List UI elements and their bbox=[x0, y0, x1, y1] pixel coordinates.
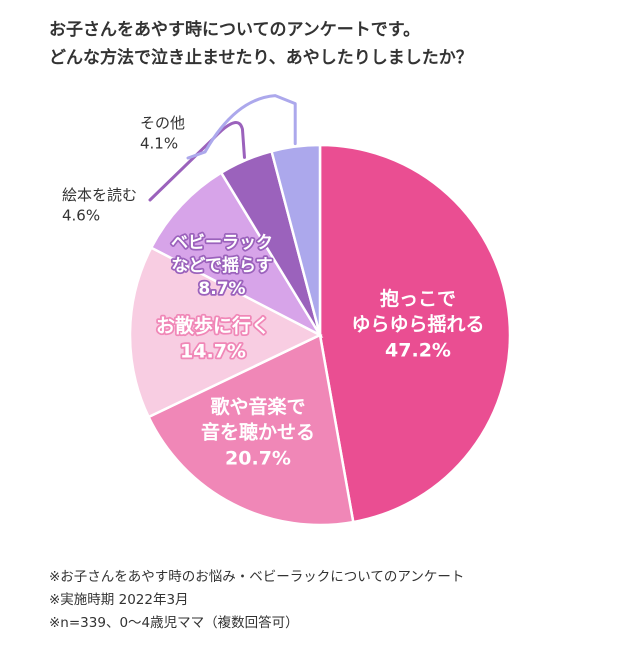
slice-3-name-label: お散歩に行く bbox=[156, 314, 270, 337]
slice-2-value-label: 20.7% bbox=[225, 447, 291, 469]
note-line-3: ※n=339、0〜4歳児ママ（複数回答可） bbox=[49, 615, 299, 631]
slice-1-name-label: ゆらゆら揺れる bbox=[351, 313, 484, 336]
slice-6-value-label: 4.1% bbox=[140, 134, 178, 152]
slice-4-name-label: などで揺らす bbox=[171, 256, 272, 276]
pie-slice-3 bbox=[128, 245, 323, 419]
slice-4-name-label: ベビーラック bbox=[171, 233, 273, 253]
slice-2-name-label: 音を聴かせる bbox=[201, 421, 315, 444]
pie-slice-2 bbox=[146, 333, 355, 527]
chart-title: お子さんをあやす時についてのアンケートです。 どんな方法で泣き止ませたり、あやし… bbox=[49, 16, 629, 72]
title-line-2: どんな方法で泣き止ませたり、あやしたりしましたか？ bbox=[49, 48, 473, 68]
slice-2-name-label: 歌や音楽で bbox=[210, 395, 305, 418]
title-line-1: お子さんをあやす時についてのアンケートです。 bbox=[49, 20, 421, 40]
slice-1-value-label: 47.2% bbox=[385, 339, 451, 361]
note-line-2: ※実施時期 2022年3月 bbox=[49, 592, 189, 608]
pie-slice-1 bbox=[318, 143, 512, 524]
slice-3-value-label: 14.7% bbox=[180, 341, 246, 363]
pie-slice-4 bbox=[149, 170, 324, 339]
slice-5-value-label: 4.6% bbox=[62, 206, 100, 224]
pie-slice-6 bbox=[270, 143, 322, 336]
note-line-1: ※お子さんをあやす時のお悩み・ベビーラックについてのアンケート bbox=[49, 569, 465, 585]
slice-6-name-label: その他 bbox=[140, 114, 185, 132]
slice-1-name-label: 抱っこで bbox=[380, 287, 456, 310]
survey-notes: ※お子さんをあやす時のお悩み・ベビーラックについてのアンケート ※実施時期 20… bbox=[49, 566, 464, 635]
leader-line-6 bbox=[186, 94, 297, 160]
slice-4-value-label: 8.7% bbox=[198, 279, 245, 299]
slice-5-name-label: 絵本を読む bbox=[62, 186, 137, 204]
